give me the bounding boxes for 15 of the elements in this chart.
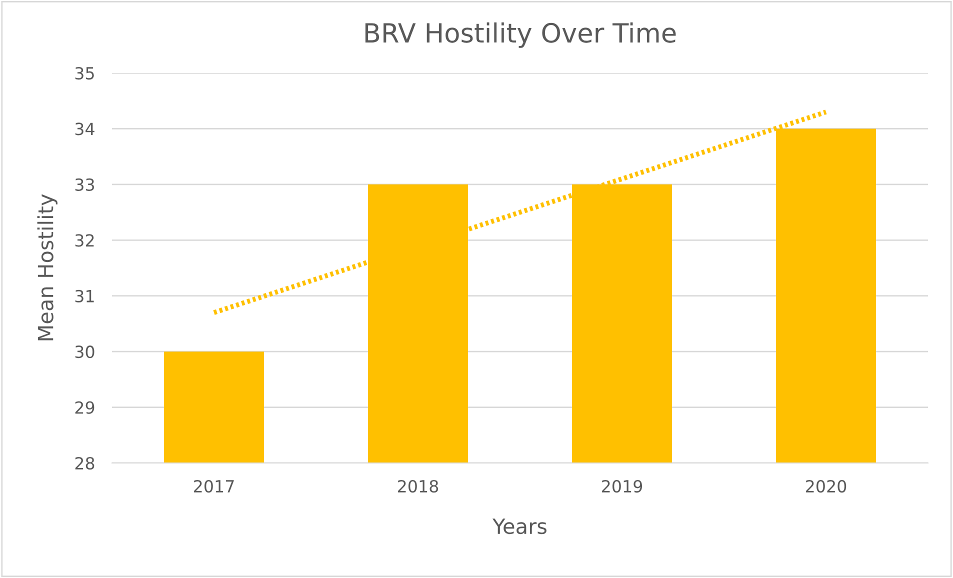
chart-title: BRV Hostility Over Time <box>365 22 676 48</box>
y-tick-label: 34 <box>75 122 94 136</box>
y-tick-label: 32 <box>75 234 94 247</box>
x-tick-label: 2018 <box>398 480 438 493</box>
y-tick-label: 30 <box>75 346 94 358</box>
x-tick-label: 2017 <box>194 480 234 493</box>
y-tick-label: 28 <box>75 456 94 470</box>
y-tick-label: 33 <box>75 178 94 191</box>
y-tick-label: 31 <box>75 290 94 302</box>
x-tick-label: 2019 <box>602 480 642 493</box>
y-tick-label: 35 <box>75 66 94 80</box>
x-tick-label: 2020 <box>806 480 846 493</box>
x-axis-title: Years <box>492 518 546 534</box>
y-axis-title: Mean Hostility <box>37 194 58 340</box>
y-tick-label: 29 <box>75 401 94 414</box>
